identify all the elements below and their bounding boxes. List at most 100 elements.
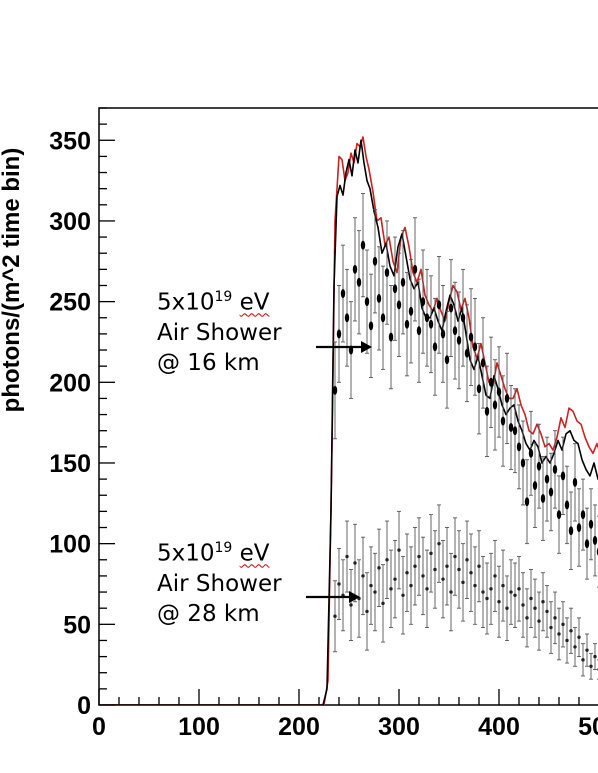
data-point: [356, 277, 362, 287]
data-point: [424, 313, 430, 323]
data-point: [349, 603, 353, 607]
data-point: [509, 590, 513, 594]
data-point: [576, 523, 582, 533]
data-point: [345, 554, 349, 559]
data-point: [557, 632, 561, 636]
data-point: [581, 658, 585, 662]
series-2: [332, 193, 598, 588]
data-point: [544, 474, 550, 484]
data-point: [457, 567, 461, 572]
data-point: [485, 596, 489, 601]
data-point: [408, 306, 414, 316]
y-tick-label: 0: [77, 692, 91, 720]
y-tick-label: 350: [49, 127, 91, 155]
data-point: [400, 277, 406, 287]
data-point: [516, 442, 522, 452]
y-tick-label: 200: [49, 369, 91, 397]
data-point: [448, 303, 454, 313]
data-point: [513, 593, 517, 597]
data-point: [480, 358, 486, 368]
data-point: [401, 593, 405, 597]
axis-ticks: [98, 107, 580, 706]
data-point: [521, 603, 525, 607]
data-point: [412, 264, 418, 274]
data-point: [377, 566, 381, 570]
data-point: [380, 313, 386, 323]
data-point: [465, 558, 469, 562]
data-point: [352, 264, 358, 274]
data-point: [520, 458, 526, 468]
data-point: [417, 554, 421, 559]
data-point: [489, 587, 493, 591]
annotation-16km-line2: Air Shower: [157, 319, 282, 346]
data-point: [409, 583, 413, 588]
data-point: [344, 313, 350, 323]
data-point: [512, 426, 518, 436]
data-point: [505, 606, 509, 610]
data-point: [468, 332, 474, 342]
data-point: [537, 619, 541, 623]
data-point: [353, 561, 357, 565]
data-point: [332, 385, 338, 395]
data-point: [372, 256, 378, 266]
data-point: [529, 596, 533, 601]
data-point: [573, 645, 577, 649]
series-layer: [99, 136, 598, 705]
data-point: [569, 629, 573, 633]
data-point: [564, 500, 570, 510]
x-tick-label: 300: [378, 713, 420, 741]
data-point: [385, 558, 389, 562]
data-point: [500, 416, 506, 426]
data-point: [460, 313, 466, 323]
data-point: [452, 326, 458, 336]
y-tick-label: 150: [49, 450, 91, 478]
data-point: [504, 393, 510, 403]
annotation-28km-line3: @ 28 km: [157, 600, 260, 627]
data-point: [437, 541, 441, 546]
x-tick-labels: 0 100 200 300 400 500: [92, 713, 598, 741]
data-point: [565, 638, 569, 643]
annotation-28km-energy: 5x1019 eV: [157, 540, 270, 567]
y-tick-labels: 0 50 100 150 200 250 300 350: [49, 127, 91, 720]
data-point: [392, 284, 398, 294]
data-point: [473, 583, 477, 588]
data-point: [592, 535, 598, 545]
data-point: [384, 268, 390, 278]
data-point: [461, 580, 465, 585]
data-point: [368, 321, 374, 331]
data-point: [432, 342, 438, 352]
data-point: [429, 551, 433, 556]
data-point: [469, 570, 473, 575]
data-point: [413, 564, 417, 568]
data-point: [449, 590, 453, 594]
data-point: [456, 335, 462, 345]
data-point: [436, 300, 442, 310]
data-point: [445, 564, 449, 568]
data-point: [493, 574, 497, 578]
arrow-head: [361, 341, 372, 353]
data-point: [421, 574, 425, 578]
data-point: [545, 609, 549, 614]
y-tick-label: 300: [49, 208, 91, 236]
data-point: [572, 477, 578, 487]
data-point: [528, 448, 534, 458]
data-point: [420, 297, 426, 307]
y-tick-label: 100: [49, 531, 91, 559]
data-point: [477, 564, 481, 568]
data-point: [472, 342, 478, 352]
data-point: [337, 582, 341, 586]
data-point: [497, 600, 501, 604]
data-point: [580, 510, 586, 520]
data-point: [336, 329, 342, 339]
data-point: [548, 487, 554, 497]
data-point: [584, 539, 590, 549]
annotation-arrows: [306, 341, 372, 603]
data-point: [444, 355, 450, 365]
data-point: [488, 377, 494, 387]
data-point: [404, 319, 410, 329]
data-point: [481, 590, 485, 594]
data-point: [425, 587, 429, 591]
data-point: [496, 387, 502, 397]
data-point: [524, 497, 530, 507]
